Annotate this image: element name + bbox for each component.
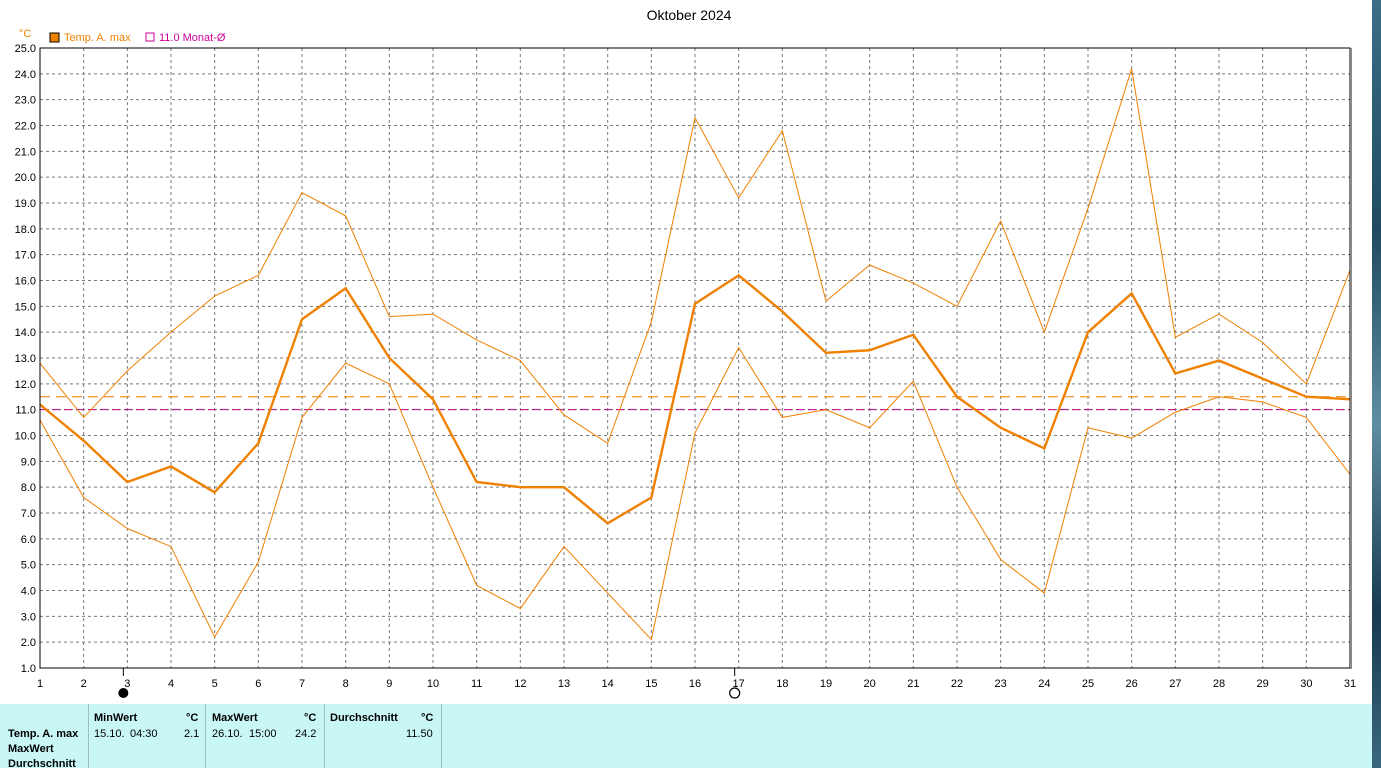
y-tick-label: 2.0	[21, 637, 36, 649]
y-tick-label: 11.0	[15, 405, 36, 417]
legend-label-month-avg: 11.0 Monat-Ø	[159, 32, 226, 44]
x-tick-label: 14	[602, 678, 614, 690]
y-tick-label: 18.0	[15, 224, 36, 236]
x-tick-label: 17	[733, 678, 745, 690]
x-tick-label: 10	[427, 678, 439, 690]
y-tick-label: 23.0	[15, 95, 36, 107]
column-divider	[324, 704, 325, 768]
x-tick-label: 11	[471, 678, 482, 690]
x-tick-label: 20	[864, 678, 876, 690]
y-tick-label: 10.0	[15, 431, 36, 443]
max-header: MaxWert	[212, 712, 258, 724]
max-value: 24.2	[295, 728, 317, 740]
temperature-chart: Oktober 2024 °C Temp. A. max 11.0 Monat-…	[15, 7, 1356, 699]
row-label-maxwert: MaxWert	[8, 743, 54, 755]
min-unit: °C	[186, 712, 199, 724]
min-value: 2.1	[184, 728, 200, 740]
y-tick-label: 5.0	[21, 560, 36, 572]
y-tick-label: 24.0	[15, 69, 36, 81]
x-tick-label: 27	[1169, 678, 1181, 690]
y-tick-label: 7.0	[21, 508, 36, 520]
y-tick-label: 9.0	[21, 456, 36, 468]
min-time: 04:30	[130, 728, 158, 740]
y-tick-label: 1.0	[21, 663, 36, 675]
full-moon-icon	[729, 687, 741, 699]
series-line-upper	[39, 68, 1351, 445]
new-moon-icon	[118, 688, 129, 698]
y-tick-labels: 1.0 2.0 3.0 4.0 5.0 6.0 7.0 8.0 9.0 10.0 11.0 12.0 1…	[15, 43, 36, 675]
background-sea-edge	[1372, 0, 1381, 768]
x-tick-label: 21	[907, 678, 919, 690]
y-tick-label: 20.0	[15, 172, 36, 184]
max-date: 26.10.	[212, 728, 243, 740]
x-tick-label: 23	[995, 678, 1007, 690]
legend-swatch-temp-max	[49, 32, 60, 43]
statistics-panel: Temp. A. max MaxWert Durchschnitt MinWer…	[0, 704, 1372, 770]
y-tick-label: 8.0	[21, 482, 36, 494]
moon-phase-markers	[118, 668, 741, 699]
reference-lines	[40, 396, 1350, 411]
y-tick-label: 22.0	[15, 121, 36, 133]
x-tick-label: 19	[820, 678, 832, 690]
x-tick-label: 7	[299, 678, 305, 690]
y-tick-label: 6.0	[21, 534, 36, 546]
series-lines	[39, 68, 1351, 641]
y-tick-label: 21.0	[15, 146, 36, 158]
x-tick-label: 30	[1300, 678, 1312, 690]
x-tick-label: 31	[1344, 678, 1356, 690]
row-label-durchschnitt: Durchschnitt	[8, 758, 76, 770]
y-tick-label: 3.0	[21, 611, 36, 623]
x-tick-label: 2	[81, 678, 87, 690]
x-tick-labels: 1 2 3 4 5 6 7 8 9 10 11 12 13 14 15 16 17 18 19 20 21 22 23 24 2…	[37, 678, 1356, 690]
x-tick-label: 8	[343, 678, 349, 690]
column-divider	[88, 704, 89, 768]
x-tick-label: 6	[255, 678, 261, 690]
grid	[40, 48, 1350, 668]
avg-header: Durchschnitt	[330, 712, 398, 724]
x-tick-label: 9	[386, 678, 392, 690]
column-divider	[205, 704, 206, 768]
x-tick-label: 5	[212, 678, 218, 690]
x-tick-label: 18	[776, 678, 788, 690]
chart-title: Oktober 2024	[647, 7, 732, 23]
y-tick-label: 19.0	[15, 198, 36, 210]
x-tick-label: 3	[124, 678, 130, 690]
max-unit: °C	[304, 712, 317, 724]
series-line-lower	[39, 346, 1351, 641]
avg-value: 11.50	[406, 728, 433, 740]
x-tick-label: 26	[1126, 678, 1138, 690]
min-date: 15.10.	[94, 728, 125, 740]
y-unit-label: °C	[19, 28, 31, 40]
legend-swatch-month-avg	[145, 32, 155, 42]
row-label-temp-max: Temp. A. max	[8, 728, 79, 740]
y-tick-label: 17.0	[15, 250, 36, 262]
y-tick-label: 12.0	[15, 379, 36, 391]
x-tick-label: 24	[1038, 678, 1050, 690]
legend: Temp. A. max 11.0 Monat-Ø	[49, 32, 226, 44]
series-line-mean	[39, 273, 1351, 525]
y-tick-label: 15.0	[15, 301, 36, 313]
x-tick-label: 12	[514, 678, 526, 690]
x-tick-label: 4	[168, 678, 174, 690]
x-tick-label: 16	[689, 678, 701, 690]
legend-label-temp-max: Temp. A. max	[64, 32, 131, 44]
axes	[39, 47, 1352, 669]
y-tick-label: 13.0	[15, 353, 36, 365]
y-tick-label: 25.0	[15, 43, 36, 55]
x-tick-label: 1	[37, 678, 43, 690]
column-divider	[441, 704, 442, 768]
x-tick-label: 15	[645, 678, 657, 690]
y-tick-label: 14.0	[15, 327, 36, 339]
x-tick-label: 13	[558, 678, 570, 690]
y-tick-label: 4.0	[21, 586, 36, 598]
x-tick-label: 29	[1257, 678, 1269, 690]
avg-unit: °C	[421, 712, 434, 724]
min-header: MinWert	[94, 712, 138, 724]
max-time: 15:00	[249, 728, 277, 740]
x-tick-label: 22	[951, 678, 963, 690]
x-tick-label: 28	[1213, 678, 1225, 690]
x-tick-label: 25	[1082, 678, 1094, 690]
y-tick-label: 16.0	[15, 276, 36, 288]
